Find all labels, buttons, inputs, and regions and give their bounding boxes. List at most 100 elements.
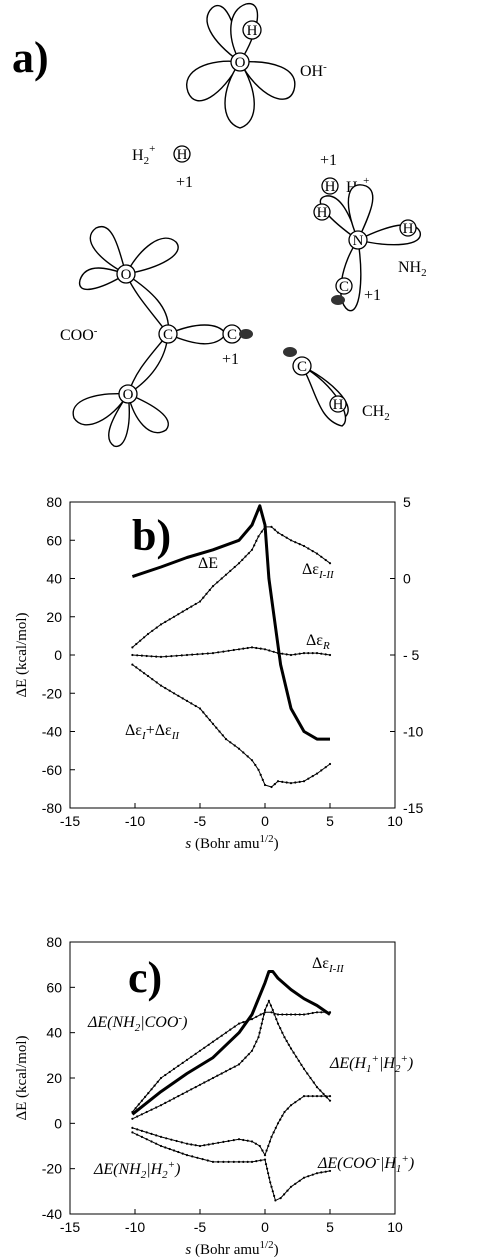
label-coo: COO-: [60, 325, 98, 344]
data-point: [285, 536, 288, 539]
data-point: [264, 1163, 268, 1166]
data-point: [315, 1172, 319, 1175]
series-label-delta-e: ΔE: [198, 555, 218, 572]
data-point: [150, 1132, 153, 1135]
data-point: [175, 654, 178, 657]
data-point: [185, 699, 189, 703]
data-point: [307, 1175, 310, 1178]
data-point: [270, 525, 273, 529]
methylene-group: C H: [283, 347, 349, 427]
data-point: [302, 544, 306, 548]
data-point: [246, 1019, 249, 1022]
y-tick-label: -20: [42, 1161, 62, 1177]
atom-label: N: [353, 233, 364, 249]
data-point: [269, 1004, 272, 1007]
orbital-shade: [331, 295, 345, 305]
data-point: [194, 1144, 197, 1147]
data-point: [198, 1083, 202, 1086]
data-point: [150, 655, 153, 658]
data-point: [283, 1036, 286, 1039]
x-tick-label: -10: [125, 813, 145, 829]
panel-c-letter: c): [128, 953, 162, 1002]
data-point: [269, 1181, 272, 1184]
label-nh2: NH2: [398, 259, 427, 279]
data-point: [203, 1046, 206, 1049]
data-point: [268, 1140, 271, 1143]
data-point: [250, 1018, 254, 1021]
series-label-eps-i-ii: ΔεI-II: [302, 561, 335, 581]
data-point: [311, 1173, 314, 1176]
data-point: [276, 1022, 280, 1025]
data-point: [140, 1129, 143, 1132]
data-point: [131, 653, 134, 657]
data-point: [315, 1095, 319, 1098]
data-point: [185, 608, 189, 611]
data-point: [217, 1160, 220, 1163]
data-point: [320, 1011, 323, 1014]
data-point: [172, 1067, 176, 1070]
data-point: [319, 1089, 322, 1092]
data-point: [298, 1179, 301, 1182]
data-point: [289, 539, 293, 542]
data-point: [276, 1122, 280, 1125]
data-point: [274, 1126, 277, 1129]
data-point: [241, 558, 244, 562]
data-point: [159, 1135, 163, 1138]
data-point: [155, 681, 158, 684]
data-point: [289, 1047, 293, 1050]
series-label-eps-r: ΔεR: [306, 632, 330, 652]
data-point: [246, 1160, 249, 1163]
data-point: [322, 1092, 325, 1095]
data-point: [281, 534, 284, 537]
data-point: [211, 1076, 215, 1080]
c-charge-mid: +1: [222, 351, 239, 368]
h1-atom: [321, 177, 339, 195]
data-point: [289, 1104, 293, 1107]
data-point: [285, 1013, 288, 1016]
data-point: [229, 569, 232, 573]
data-point: [159, 1144, 163, 1148]
data-point: [315, 652, 319, 655]
data-point: [306, 1072, 309, 1075]
data-point: [150, 1108, 153, 1111]
data-point: [165, 1137, 168, 1140]
y-tick-label: 20: [46, 609, 62, 625]
data-point: [196, 653, 199, 656]
x-tick-label: 10: [387, 813, 403, 829]
data-point: [211, 722, 215, 726]
data-point: [198, 1049, 202, 1052]
data-point: [170, 1138, 173, 1141]
data-point: [172, 1149, 176, 1152]
data-point: [315, 1086, 319, 1089]
orbital-lobe: [78, 267, 128, 291]
data-point: [281, 780, 284, 784]
data-point: [140, 1113, 143, 1116]
data-point: [190, 1055, 193, 1058]
y-tick-label: 60: [46, 979, 62, 995]
data-point: [155, 1134, 158, 1137]
data-point: [202, 596, 205, 599]
data-point: [177, 694, 180, 697]
data-point: [185, 1090, 189, 1093]
data-point: [201, 652, 204, 656]
data-point: [324, 653, 327, 656]
data-point: [315, 772, 319, 775]
data-point: [311, 652, 314, 655]
data-point: [143, 636, 146, 639]
data-point: [227, 649, 230, 652]
x-tick-label: -5: [194, 1219, 207, 1235]
data-point: [255, 539, 258, 543]
data-point: [257, 535, 260, 538]
data-point: [261, 1018, 264, 1021]
data-point: [324, 766, 327, 769]
atom-label: O: [123, 387, 134, 403]
data-point: [281, 1031, 284, 1034]
data-point: [237, 1063, 241, 1066]
data-point: [155, 655, 158, 658]
data-point: [250, 1049, 254, 1052]
data-point: [136, 654, 139, 657]
data-point: [203, 1144, 206, 1147]
data-point: [289, 653, 293, 657]
data-point: [315, 552, 319, 555]
y-tick-label: -80: [42, 800, 62, 816]
